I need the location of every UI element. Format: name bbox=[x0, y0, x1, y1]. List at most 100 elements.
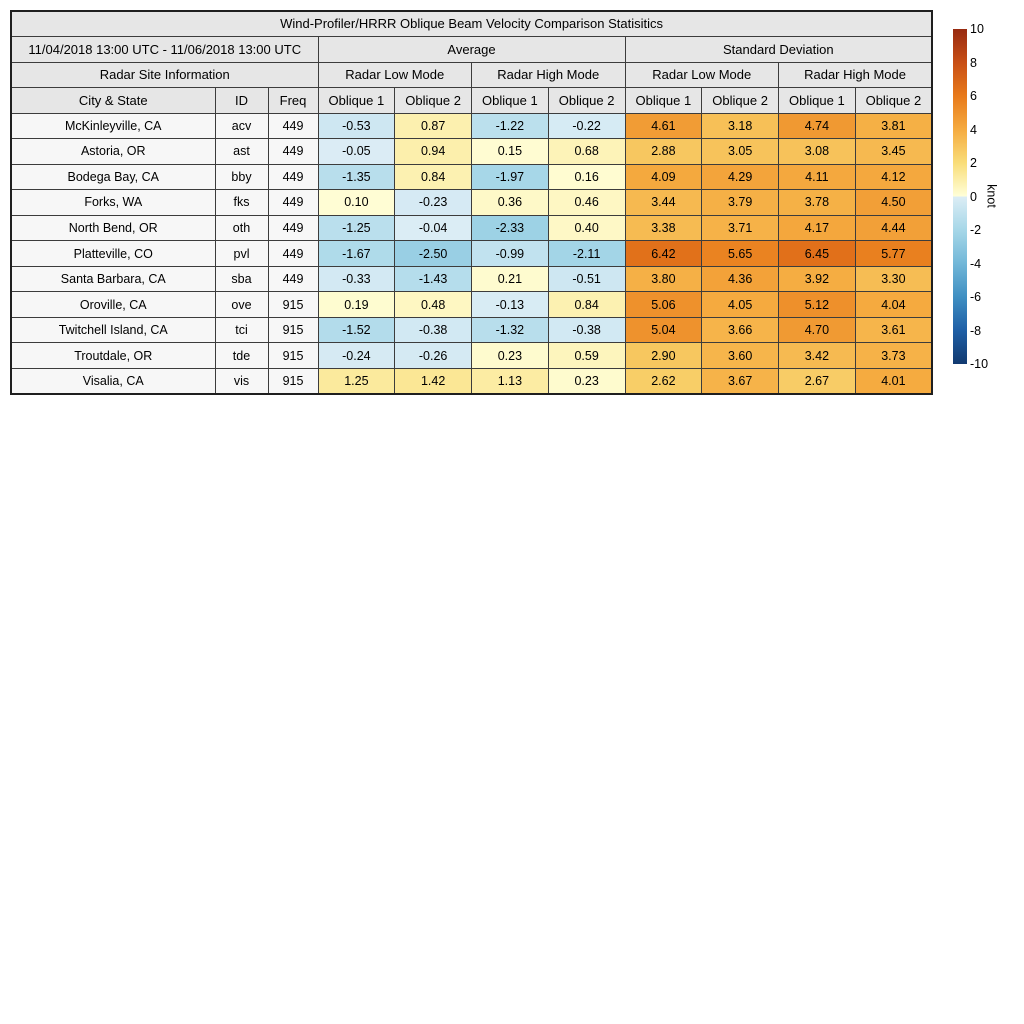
table-row: Bodega Bay, CA bby 449 -1.35 0.84 -1.97 0.16 4.… bbox=[10, 163, 933, 191]
statistics-table: Wind-Profiler/HRRR Oblique Beam Velocity… bbox=[10, 10, 934, 396]
freq-cell: 449 bbox=[267, 265, 319, 293]
value-cell: 3.80 bbox=[624, 265, 703, 293]
colorbar-tick-label: -6 bbox=[970, 289, 982, 304]
city-state-cell: Oroville, CA bbox=[10, 291, 216, 318]
value-cell: 4.17 bbox=[778, 214, 856, 242]
table-row: McKinleyville, CA acv 449 -0.53 0.87 -1.22 -0.… bbox=[10, 112, 933, 140]
freq-cell: 449 bbox=[267, 138, 319, 165]
table-title: Wind-Profiler/HRRR Oblique Beam Velocity… bbox=[10, 10, 933, 37]
value-cell: 3.66 bbox=[701, 316, 779, 344]
value-cell: 0.19 bbox=[317, 291, 396, 318]
value-cell: 0.23 bbox=[547, 367, 626, 395]
colorbar-tick-label: 10 bbox=[970, 21, 984, 36]
value-cell: 0.46 bbox=[547, 189, 626, 216]
value-cell: -0.99 bbox=[471, 240, 549, 267]
value-cell: -2.11 bbox=[547, 240, 626, 267]
value-cell: 1.13 bbox=[471, 367, 549, 395]
value-cell: -0.53 bbox=[317, 112, 396, 140]
value-cell: 3.67 bbox=[701, 367, 779, 395]
value-cell: 4.74 bbox=[778, 112, 856, 140]
value-cell: 0.59 bbox=[547, 342, 626, 369]
table-row: Oroville, CA ove 915 0.19 0.48 -0.13 0.84 5.06 4… bbox=[10, 291, 933, 318]
group-header-average: Average bbox=[317, 35, 626, 63]
value-cell: 0.94 bbox=[394, 138, 472, 165]
site-id-cell: acv bbox=[214, 112, 269, 140]
value-cell: -1.35 bbox=[317, 163, 396, 191]
value-cell: -0.26 bbox=[394, 342, 472, 369]
value-cell: 3.60 bbox=[701, 342, 779, 369]
value-cell: 0.36 bbox=[471, 189, 549, 216]
value-cell: -1.22 bbox=[471, 112, 549, 140]
table-row: North Bend, OR oth 449 -1.25 -0.04 -2.33 0.40 3… bbox=[10, 214, 933, 242]
site-id-cell: tde bbox=[214, 342, 269, 369]
value-cell: 5.12 bbox=[778, 291, 856, 318]
freq-cell: 915 bbox=[267, 342, 319, 369]
city-state-cell: Santa Barbara, CA bbox=[10, 265, 216, 293]
value-cell: 4.36 bbox=[701, 265, 779, 293]
value-cell: 2.88 bbox=[624, 138, 703, 165]
value-cell: -0.23 bbox=[394, 189, 472, 216]
value-cell: 4.05 bbox=[701, 291, 779, 318]
value-cell: -0.05 bbox=[317, 138, 396, 165]
value-cell: 3.92 bbox=[778, 265, 856, 293]
value-cell: 0.48 bbox=[394, 291, 472, 318]
city-state-cell: Visalia, CA bbox=[10, 367, 216, 395]
column-header-oblique2: Oblique 2 bbox=[394, 86, 472, 114]
value-cell: 3.61 bbox=[854, 316, 933, 344]
site-id-cell: sba bbox=[214, 265, 269, 293]
table-row: Visalia, CA vis 915 1.25 1.42 1.13 0.23 2.62 3.6… bbox=[10, 367, 933, 395]
value-cell: 5.77 bbox=[854, 240, 933, 267]
value-cell: 1.25 bbox=[317, 367, 396, 395]
value-cell: 3.71 bbox=[701, 214, 779, 242]
site-id-cell: ove bbox=[214, 291, 269, 318]
value-cell: 3.05 bbox=[701, 138, 779, 165]
std-radar-low-mode-header: Radar Low Mode bbox=[624, 61, 779, 88]
column-header-oblique1: Oblique 1 bbox=[778, 86, 856, 114]
value-cell: -0.38 bbox=[547, 316, 626, 344]
colorbar-unit-label: knot bbox=[984, 184, 999, 208]
value-cell: 4.50 bbox=[854, 189, 933, 216]
value-cell: 3.81 bbox=[854, 112, 933, 140]
value-cell: 3.45 bbox=[854, 138, 933, 165]
freq-cell: 915 bbox=[267, 316, 319, 344]
value-cell: 3.38 bbox=[624, 214, 703, 242]
value-cell: 0.84 bbox=[394, 163, 472, 191]
city-state-cell: Platteville, CO bbox=[10, 240, 216, 267]
value-cell: -1.43 bbox=[394, 265, 472, 293]
table-row: Troutdale, OR tde 915 -0.24 -0.26 0.23 0.59 2.9… bbox=[10, 342, 933, 369]
colorbar-tick-label: 6 bbox=[970, 88, 977, 103]
city-state-cell: Twitchell Island, CA bbox=[10, 316, 216, 344]
colorbar-tick-label: -8 bbox=[970, 323, 982, 338]
value-cell: -0.51 bbox=[547, 265, 626, 293]
value-cell: 3.30 bbox=[854, 265, 933, 293]
value-cell: 0.16 bbox=[547, 163, 626, 191]
site-id-cell: ast bbox=[214, 138, 269, 165]
value-cell: -0.33 bbox=[317, 265, 396, 293]
value-cell: 5.04 bbox=[624, 316, 703, 344]
value-cell: 3.42 bbox=[778, 342, 856, 369]
value-cell: 2.62 bbox=[624, 367, 703, 395]
table-row: Forks, WA fks 449 0.10 -0.23 0.36 0.46 3.44 3.79… bbox=[10, 189, 933, 216]
column-header-oblique1: Oblique 1 bbox=[317, 86, 396, 114]
value-cell: 3.18 bbox=[701, 112, 779, 140]
value-cell: -2.33 bbox=[471, 214, 549, 242]
value-cell: 3.73 bbox=[854, 342, 933, 369]
city-state-cell: Forks, WA bbox=[10, 189, 216, 216]
column-header-id: ID bbox=[214, 86, 269, 114]
value-cell: -0.24 bbox=[317, 342, 396, 369]
freq-cell: 449 bbox=[267, 240, 319, 267]
value-cell: 6.42 bbox=[624, 240, 703, 267]
value-cell: 3.44 bbox=[624, 189, 703, 216]
value-cell: 4.61 bbox=[624, 112, 703, 140]
freq-cell: 449 bbox=[267, 214, 319, 242]
column-header-freq: Freq bbox=[267, 86, 319, 114]
value-cell: -0.13 bbox=[471, 291, 549, 318]
value-cell: -1.52 bbox=[317, 316, 396, 344]
date-range: 11/04/2018 13:00 UTC - 11/06/2018 13:00 … bbox=[10, 35, 319, 63]
value-cell: -1.97 bbox=[471, 163, 549, 191]
value-cell: 2.90 bbox=[624, 342, 703, 369]
value-cell: -1.67 bbox=[317, 240, 396, 267]
value-cell: -1.32 bbox=[471, 316, 549, 344]
colorbar-tick-label: -4 bbox=[970, 256, 982, 271]
city-state-cell: Bodega Bay, CA bbox=[10, 163, 216, 191]
